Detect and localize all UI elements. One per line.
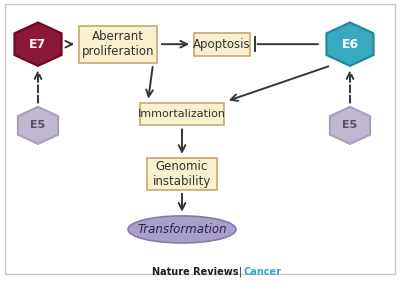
FancyBboxPatch shape	[5, 4, 395, 274]
FancyBboxPatch shape	[79, 26, 157, 63]
FancyBboxPatch shape	[147, 158, 217, 190]
Text: Transformation: Transformation	[137, 223, 227, 236]
Ellipse shape	[128, 216, 236, 243]
Polygon shape	[14, 23, 62, 66]
Text: Immortalization: Immortalization	[138, 109, 226, 119]
Text: E6: E6	[342, 38, 358, 51]
Text: E7: E7	[29, 38, 47, 51]
Polygon shape	[18, 107, 58, 144]
Text: E5: E5	[342, 120, 358, 131]
Text: E5: E5	[30, 120, 46, 131]
Text: Cancer: Cancer	[243, 267, 281, 277]
Polygon shape	[326, 23, 374, 66]
Text: Genomic
instability: Genomic instability	[153, 160, 211, 188]
FancyBboxPatch shape	[194, 33, 250, 56]
Text: Aberrant
proliferation: Aberrant proliferation	[82, 30, 154, 58]
Text: |: |	[238, 266, 242, 277]
Text: Nature Reviews: Nature Reviews	[152, 267, 238, 277]
FancyBboxPatch shape	[140, 103, 224, 125]
Polygon shape	[330, 107, 370, 144]
Text: Apoptosis: Apoptosis	[193, 38, 251, 51]
